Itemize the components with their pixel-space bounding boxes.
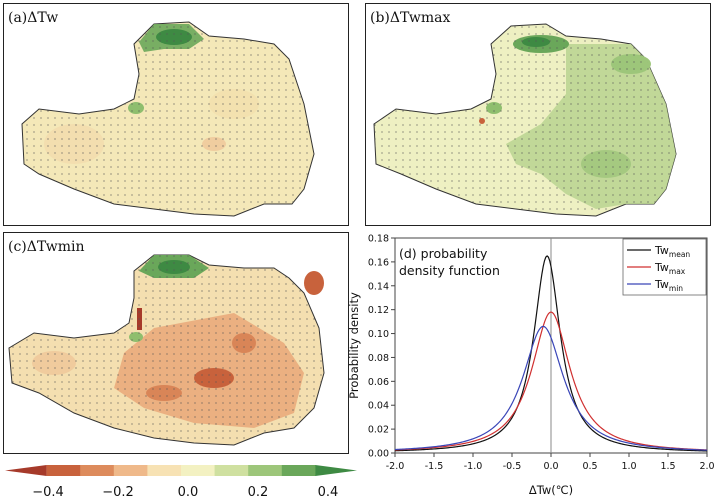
region-map	[21, 21, 315, 217]
colorbar-scale: −0.4 −0.2 0.0 0.2 0.4	[5, 465, 357, 500]
x-tick-label: 1.0	[621, 461, 636, 472]
chart-title-line: (d) probability	[399, 246, 488, 261]
map-label: (b)ΔTwmax	[370, 10, 451, 26]
colorbar-swatch	[5, 465, 47, 476]
y-tick-label: 0.14	[368, 281, 389, 292]
colorbar-tick-label: −0.2	[102, 485, 134, 499]
colorbar-swatch	[46, 465, 81, 476]
chart-title-line: density function	[399, 263, 500, 278]
x-axis-label: ΔTw(℃)	[529, 483, 573, 497]
y-tick-label: 0.18	[368, 234, 389, 245]
map-panel-c: (c)ΔTwmin	[3, 232, 349, 454]
series-line-max	[394, 311, 708, 451]
y-tick-label: 0.08	[368, 353, 389, 364]
x-tick-label: -1.5	[425, 461, 444, 472]
colorbar-swatch	[181, 465, 216, 476]
colorbar-tick-label: 0.0	[178, 485, 199, 499]
map-label: (a)ΔTw	[8, 10, 59, 26]
colorbar-tick-label: −0.4	[32, 485, 64, 499]
colorbar-swatch	[80, 465, 115, 476]
y-tick-label: 0.12	[368, 305, 389, 316]
colorbar-swatch	[113, 465, 148, 476]
map-panel-a: (a)ΔTw	[3, 3, 349, 226]
x-tick-label: -0.5	[503, 461, 522, 472]
x-tick-label: -1.0	[464, 461, 483, 472]
colorbar: −0.4 −0.2 0.0 0.2 0.4	[3, 462, 359, 500]
map-label: (c)ΔTwmin	[8, 239, 85, 255]
colorbar-swatch	[315, 465, 357, 476]
pdf-chart-panel: 0.00 0.02 0.04 0.06 0.08 0.10 0.12 0.14 0.16 0.18…	[345, 230, 715, 499]
y-axis-label: Probability density	[347, 292, 361, 399]
y-tick-label: 0.04	[368, 401, 389, 412]
series-line-mean	[394, 255, 708, 452]
series-line-min	[394, 325, 708, 451]
colorbar-swatch	[248, 465, 283, 476]
y-tick-label: 0.16	[368, 257, 389, 268]
region-map	[373, 23, 677, 217]
region-map	[8, 254, 325, 446]
map-panel-b: (b)ΔTwmax	[365, 3, 711, 226]
x-tick-label: 0.0	[543, 461, 558, 472]
pdf-chart: 0.00 0.02 0.04 0.06 0.08 0.10 0.12 0.14 0.16 0.18…	[347, 234, 715, 498]
x-tick-label: 0.5	[582, 461, 597, 472]
y-tick-label: 0.00	[368, 449, 389, 460]
x-tick-label: -2.0	[386, 461, 405, 472]
colorbar-tick-label: 0.2	[248, 485, 269, 499]
x-tick-label: 1.5	[660, 461, 675, 472]
colorbar-swatch	[281, 465, 316, 476]
colorbar-swatch	[214, 465, 249, 476]
colorbar-swatch	[147, 465, 182, 476]
x-tick-label: 2.0	[699, 461, 714, 472]
y-tick-label: 0.06	[368, 377, 389, 388]
colorbar-tick-label: 0.4	[318, 485, 339, 499]
y-tick-label: 0.10	[368, 329, 389, 340]
y-tick-label: 0.02	[368, 425, 389, 436]
